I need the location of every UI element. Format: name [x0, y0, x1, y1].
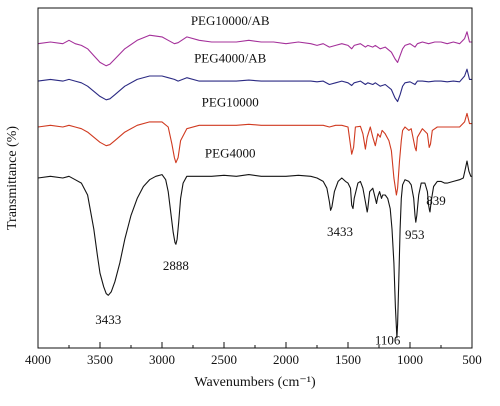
x-tick-label: 4000 [25, 352, 51, 367]
peak-annotation: 1106 [375, 333, 401, 348]
series-line-peg10000-ab [37, 31, 472, 67]
x-tick-label: 3500 [87, 352, 113, 367]
series-line-peg4000-ab [37, 68, 472, 103]
series-line-peg10000 [37, 112, 472, 196]
series-label: PEG4000/AB [194, 50, 267, 65]
x-tick-label: 500 [462, 352, 482, 367]
series-label: PEG4000 [205, 146, 256, 161]
series-line-peg4000 [37, 160, 472, 339]
peak-annotation-layer: 3433 2888 3433 1106 953 839 [95, 193, 445, 347]
x-tick-label: 2000 [273, 352, 299, 367]
x-tick-label: 1500 [335, 352, 361, 367]
series-label: PEG10000/AB [191, 13, 270, 28]
x-axis-ticks: 4000 3500 3000 2500 2000 1500 1000 500 [25, 342, 482, 367]
x-axis-label: Wavenumbers (cm⁻¹) [194, 375, 316, 390]
x-tick-label: 3000 [149, 352, 175, 367]
series-label-layer: PEG10000/AB PEG4000/AB PEG10000 PEG4000 [191, 13, 270, 161]
peak-annotation: 3433 [327, 224, 353, 239]
series-label: PEG10000 [202, 95, 259, 110]
peak-annotation: 3433 [95, 312, 121, 327]
x-tick-label: 1000 [397, 352, 423, 367]
x-tick-label: 2500 [211, 352, 237, 367]
series-layer [37, 31, 472, 339]
y-axis-label: Transmittance (%) [5, 126, 20, 230]
peak-annotation: 953 [405, 227, 425, 242]
peak-annotation: 2888 [163, 258, 189, 273]
peak-annotation: 839 [426, 193, 446, 208]
